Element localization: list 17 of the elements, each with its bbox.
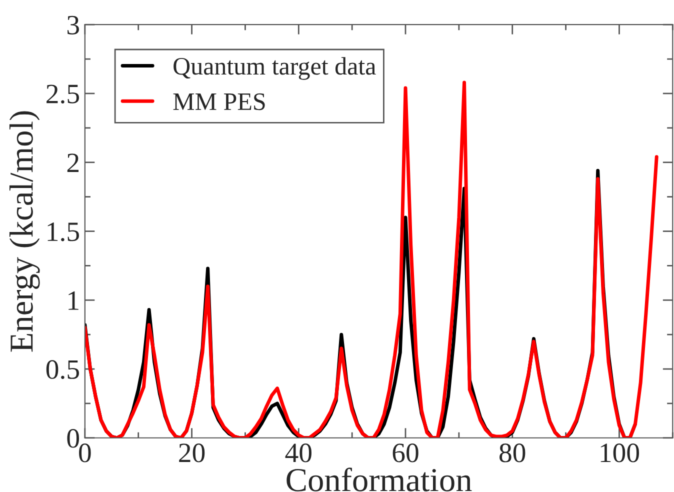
y-axis-title: Energy (kcal/mol) bbox=[9, 111, 40, 352]
y-tick-label: 1.5 bbox=[48, 222, 79, 242]
x-axis-title: Conformation bbox=[286, 468, 472, 492]
x-tick-label: 40 bbox=[285, 444, 312, 462]
y-tick-label: 1 bbox=[68, 291, 78, 310]
x-tick-label: 0 bbox=[79, 444, 91, 462]
x-tick-label: 80 bbox=[500, 444, 526, 462]
x-tick-label: 100 bbox=[600, 444, 639, 462]
legend-label: MM PES bbox=[173, 93, 265, 110]
legend-label: Quantum target data bbox=[174, 57, 376, 80]
y-tick-label: 0 bbox=[67, 429, 80, 448]
x-tick-label: 20 bbox=[179, 444, 205, 462]
y-tick-label: 0.5 bbox=[46, 360, 79, 380]
y-tick-label: 2 bbox=[67, 154, 79, 172]
x-tick-label: 60 bbox=[392, 444, 418, 462]
y-tick-label: 2.5 bbox=[46, 84, 79, 104]
y-tick-label: 3 bbox=[68, 16, 79, 35]
